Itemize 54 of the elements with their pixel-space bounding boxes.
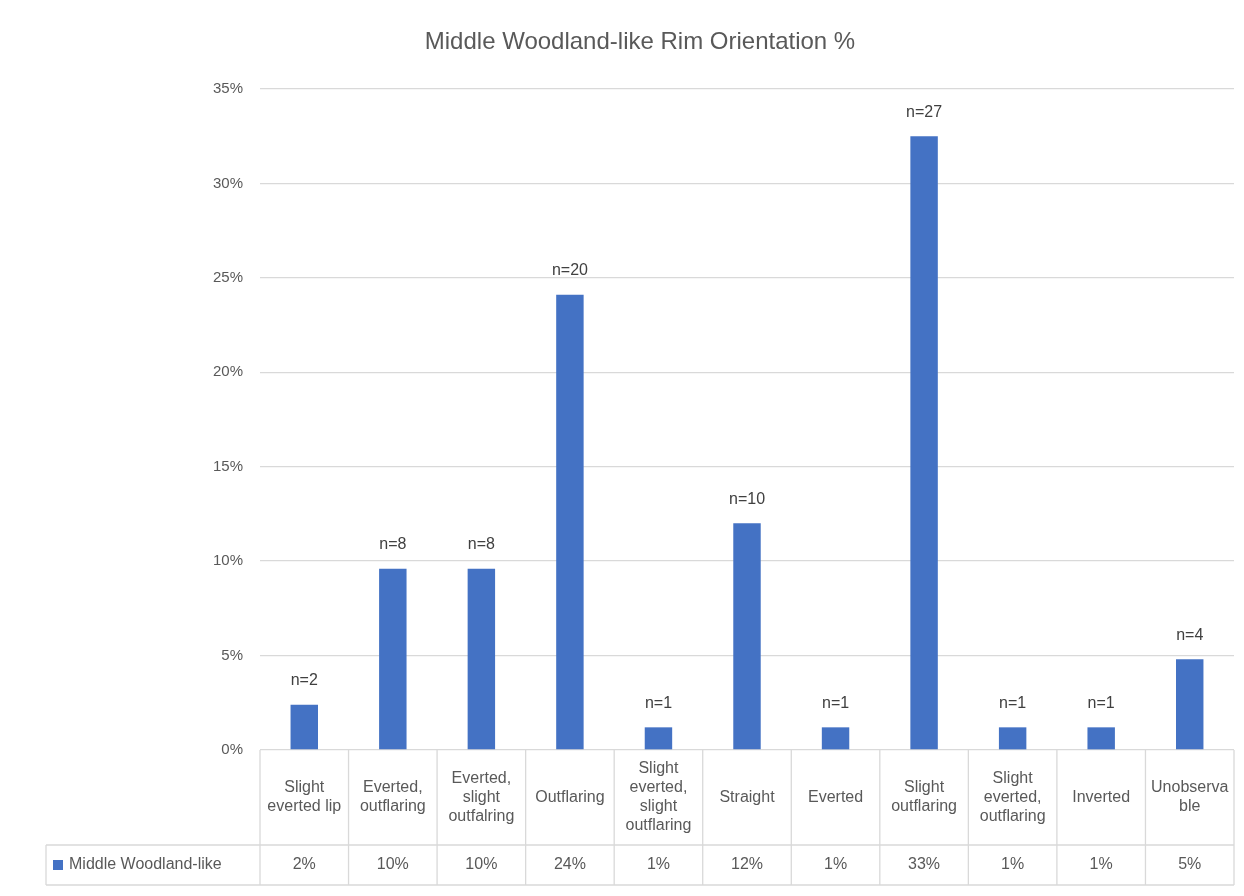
data-label: 12% <box>730 855 764 873</box>
bar <box>556 294 584 750</box>
data-label: 33% <box>908 855 941 873</box>
bar <box>1087 727 1115 750</box>
bar <box>821 727 850 750</box>
annotation: n=1 <box>1087 693 1115 711</box>
x-tick-label: Everted, slight outfalring <box>448 768 515 824</box>
annotation: n=4 <box>1176 625 1204 643</box>
annotation: n=1 <box>644 693 673 711</box>
annotation: n=8 <box>467 535 496 553</box>
x-tick-label: Outflaring <box>535 787 605 805</box>
y-tick-label: 30% <box>212 173 243 191</box>
data-label: 1% <box>1089 855 1113 873</box>
y-tick-label: 0% <box>221 740 243 758</box>
y-tick-label: 20% <box>212 362 243 380</box>
data-label: 1% <box>823 855 848 873</box>
legend-label: Middle Woodland-like <box>69 855 222 873</box>
x-tick-label: Everted <box>807 787 864 805</box>
bar <box>910 136 938 750</box>
annotation: n=10 <box>728 489 766 507</box>
data-label: 1% <box>1001 855 1025 873</box>
bar <box>290 704 318 750</box>
x-tick-label: Unobservable <box>1151 778 1229 815</box>
bar <box>1176 659 1204 750</box>
chart-title: Middle Woodland-like Rim Orientation % <box>424 26 856 54</box>
annotation: n=20 <box>551 261 589 279</box>
annotation: n=1 <box>999 693 1027 711</box>
bar <box>733 523 761 750</box>
x-tick-label: Straight <box>719 787 776 805</box>
data-label: 5% <box>1178 855 1202 873</box>
bar <box>644 727 673 750</box>
annotation: n=27 <box>906 102 943 120</box>
x-tick-label: Inverted <box>1072 787 1131 805</box>
y-tick-label: 15% <box>212 456 243 474</box>
x-tick-label: Slight everted, outflaring <box>979 768 1046 824</box>
y-tick-label: 10% <box>212 551 243 569</box>
x-tick-label: Slight everted, slight outflaring <box>625 759 692 834</box>
annotation: n=1 <box>821 693 850 711</box>
data-label: 10% <box>465 855 498 873</box>
bar <box>467 568 496 750</box>
bar <box>998 727 1027 750</box>
x-tick-label: Slight outflaring <box>891 778 957 815</box>
y-tick-label: 5% <box>221 645 243 663</box>
x-tick-label: Everted, outflaring <box>359 778 426 815</box>
data-label: 2% <box>292 855 316 873</box>
y-tick-label: 35% <box>212 79 243 97</box>
data-label: 1% <box>646 855 671 873</box>
x-tick-label: Slight everted lip <box>267 778 342 815</box>
data-label: 10% <box>376 855 409 873</box>
data-label: 24% <box>553 855 586 873</box>
annotation: n=8 <box>379 535 407 553</box>
annotation: n=2 <box>290 671 318 689</box>
bar <box>379 568 407 750</box>
y-tick-label: 25% <box>212 268 243 285</box>
